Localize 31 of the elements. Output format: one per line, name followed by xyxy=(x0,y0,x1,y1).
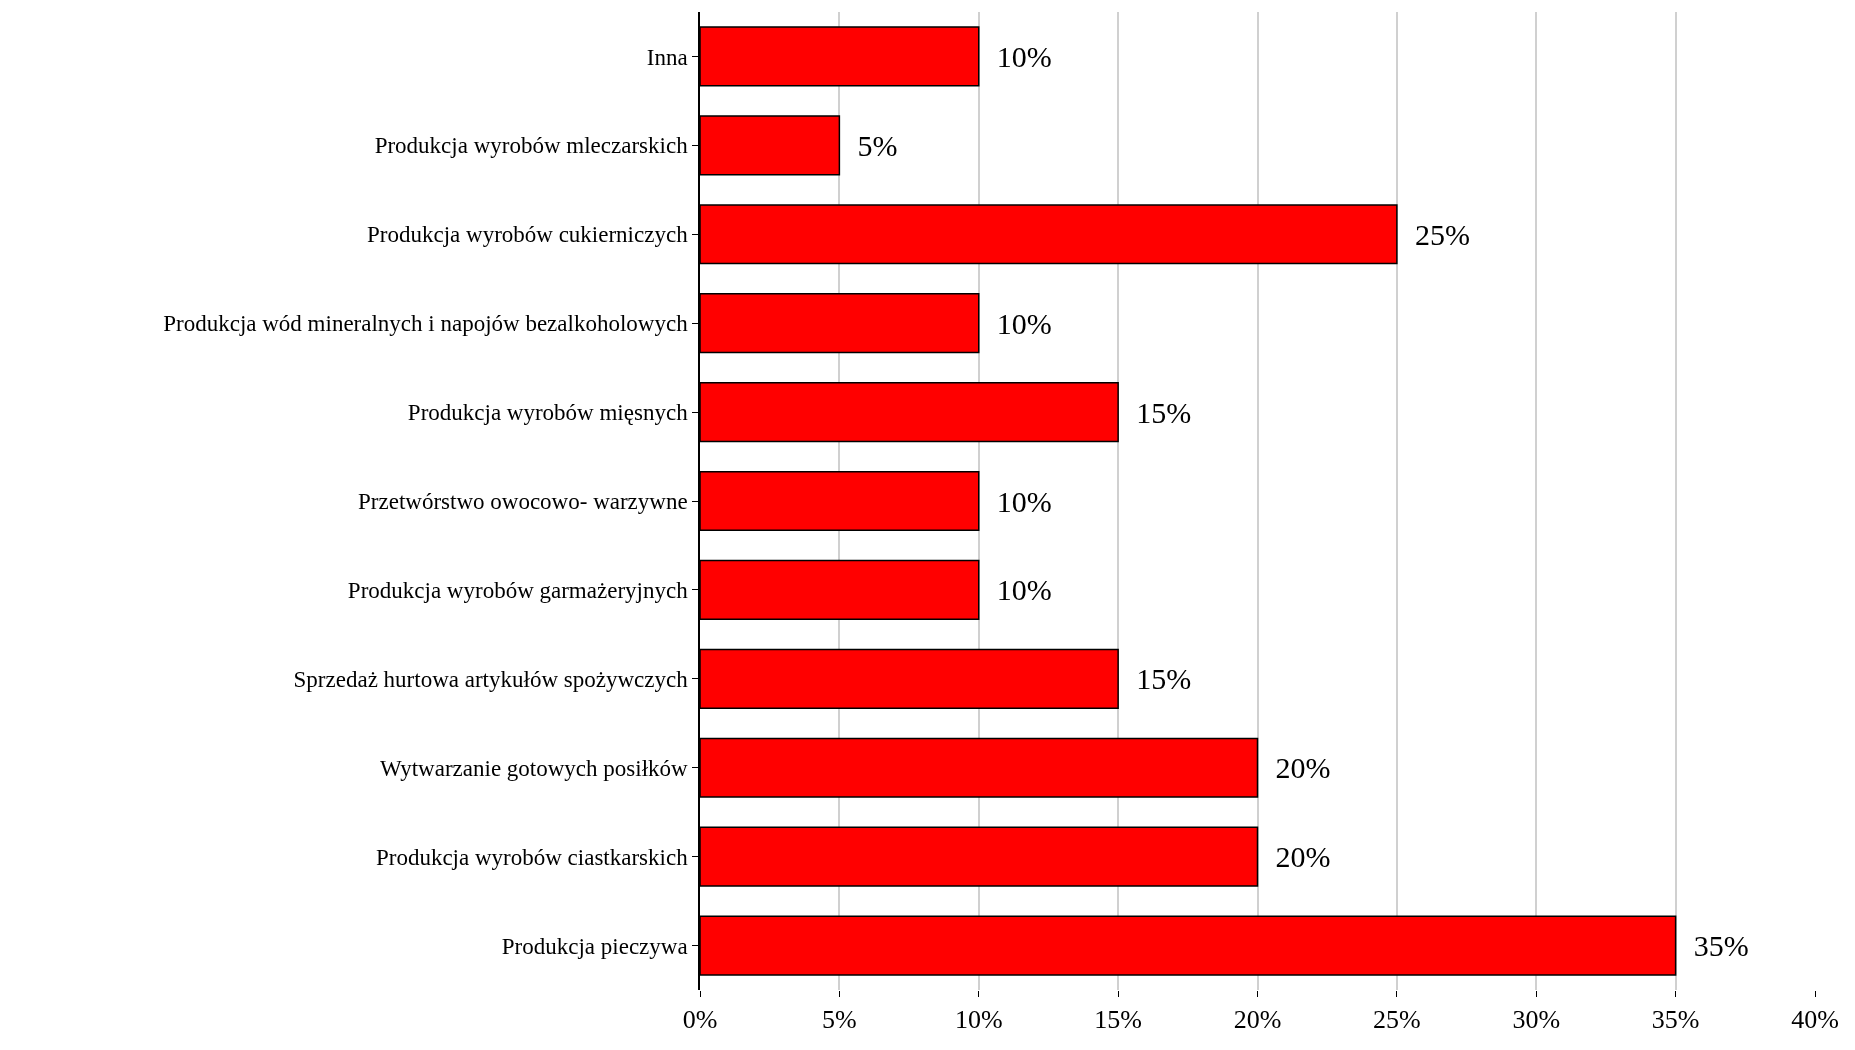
x-tick-label: 30% xyxy=(1512,1005,1561,1035)
x-tick-label: 35% xyxy=(1651,1005,1700,1035)
y-tick-label: Produkcja wyrobów ciastkarskich xyxy=(375,844,689,870)
y-tick-label: Produkcja wyrobów garmażeryjnych xyxy=(347,577,689,603)
x-tick-label: 15% xyxy=(1094,1005,1142,1035)
y-tick-label: Produkcja wód mineralnych i napojów bezalkoholowych xyxy=(163,311,689,337)
data-label: 5% xyxy=(842,128,898,162)
y-tick-label: Przetwórstwo owocowo- warzywne xyxy=(358,489,688,515)
x-tick-label: 40% xyxy=(1791,1005,1839,1035)
y-tick-label: Inna xyxy=(646,44,688,70)
data-label: 20% xyxy=(1260,840,1331,874)
y-tick-label: Produkcja wyrobów mięsnych xyxy=(407,400,689,426)
data-label: 25% xyxy=(1399,217,1470,251)
data-label: 10% xyxy=(981,484,1052,518)
y-tick-label: Produkcja pieczywa xyxy=(501,933,688,959)
data-label: 10% xyxy=(981,39,1052,73)
x-tick-label: 5% xyxy=(822,1005,857,1035)
y-tick-label: Wytwarzanie gotowych posiłków xyxy=(379,755,689,781)
data-label: 10% xyxy=(981,573,1052,607)
y-tick-label: Produkcja wyrobów cukierniczych xyxy=(367,222,689,248)
data-label: 15% xyxy=(1121,662,1192,696)
x-tick-label: 25% xyxy=(1373,1005,1421,1035)
data-label: 20% xyxy=(1260,751,1331,785)
x-tick-label: 10% xyxy=(954,1005,1003,1035)
x-tick-label: 20% xyxy=(1233,1005,1282,1035)
data-label: 35% xyxy=(1678,929,1749,963)
y-tick-label: Sprzedaż hurtowa artykułów spożywczych xyxy=(293,666,689,692)
x-tick-label: 0% xyxy=(682,1005,718,1035)
y-tick-label: Produkcja wyrobów mleczarskich xyxy=(374,133,689,159)
data-label: 15% xyxy=(1121,395,1192,429)
data-label: 10% xyxy=(981,306,1052,340)
